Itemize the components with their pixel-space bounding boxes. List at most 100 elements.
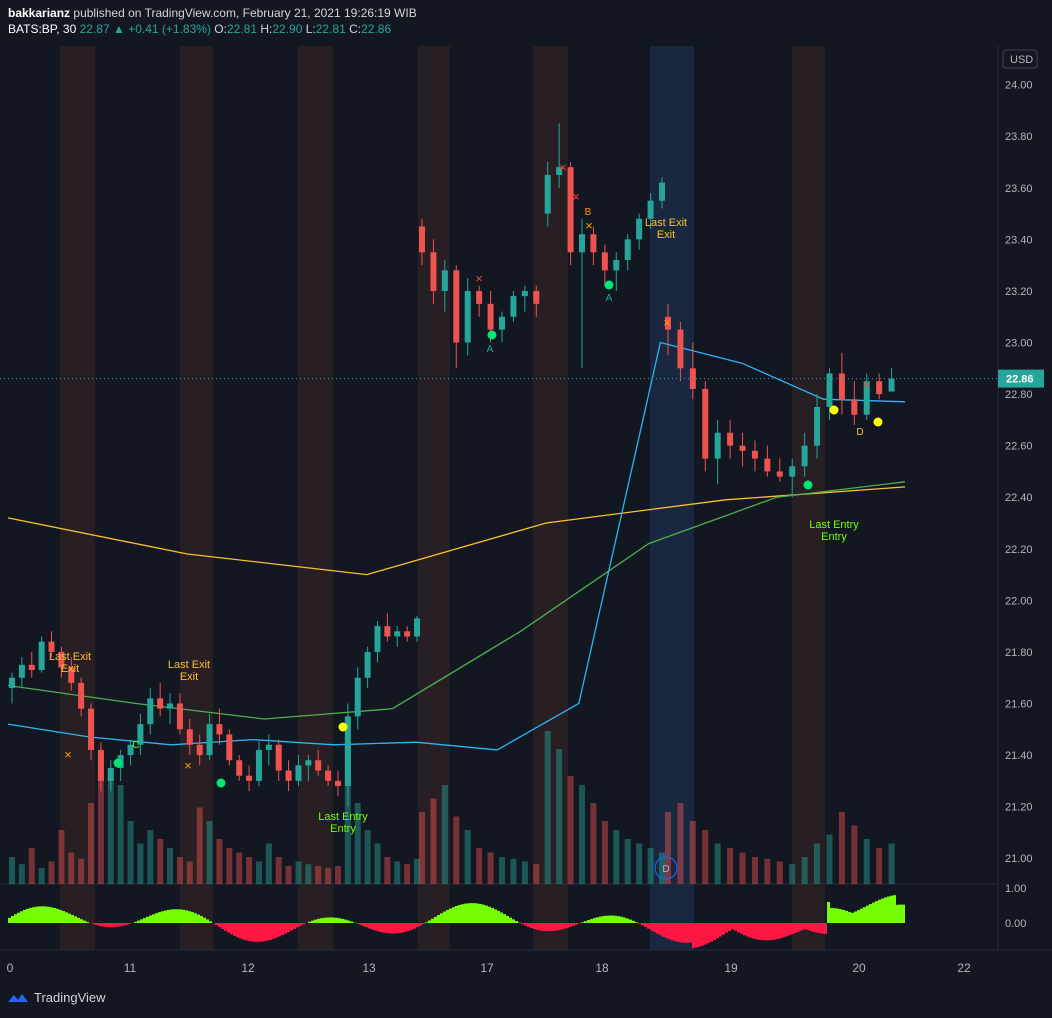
oscillator-bar (383, 923, 386, 933)
oscillator-bar (416, 923, 419, 928)
volume-bar (601, 821, 608, 884)
oscillator-bar (797, 923, 800, 932)
oscillator-bar (206, 919, 209, 923)
volume-bar (88, 803, 95, 884)
author[interactable]: bakkarianz (8, 6, 71, 20)
candle-body (374, 626, 381, 652)
oscillator-bar (692, 923, 695, 949)
oscillator-bar (554, 923, 557, 931)
candle-body (404, 631, 411, 637)
oscillator-bar (410, 923, 413, 930)
exit-cross: × (572, 189, 580, 204)
oscillator-bar (218, 923, 221, 927)
oscillator-bar (689, 923, 692, 943)
candle-body (325, 770, 332, 781)
tradingview-brand[interactable]: TradingView (6, 990, 106, 1005)
oscillator-bar (641, 923, 644, 926)
oscillator-bar (698, 923, 701, 947)
oscillator-bar (506, 915, 509, 923)
oscillator-bar (686, 923, 689, 943)
oscillator-bar (392, 923, 395, 934)
oscillator-bar (455, 905, 458, 923)
price-tick-label: 21.80 (1005, 647, 1033, 659)
oscillator-bar (776, 923, 779, 939)
volume-bar (414, 858, 420, 884)
volume-bar (499, 857, 505, 884)
oscillator-bar (791, 923, 794, 935)
oscillator-bar (407, 923, 410, 931)
symbol[interactable]: BATS:BP, 30 (8, 22, 77, 36)
oscillator-bar (656, 923, 659, 934)
oscillator-bar (581, 922, 584, 923)
oscillator-bar (479, 903, 482, 923)
volume-bar (851, 825, 858, 884)
candle-body (590, 234, 597, 253)
candle-body (285, 770, 292, 781)
oscillator-bar (341, 918, 344, 923)
oscillator-bar (14, 914, 17, 923)
candle-body (255, 749, 262, 781)
oscillator-bar (26, 908, 29, 923)
candle-body (702, 388, 709, 459)
oscillator-bar (11, 916, 14, 923)
oscillator-bar (812, 923, 815, 932)
oscillator-bar (623, 917, 626, 923)
oscillator-bar (611, 915, 614, 923)
trade-annotation: Exit (61, 663, 79, 675)
price-tick-label: 21.40 (1005, 750, 1033, 762)
oscillator-bar (140, 919, 143, 923)
low-label: L: (305, 22, 316, 36)
candle-body (863, 381, 870, 415)
oscillator-bar (299, 923, 302, 926)
volume-bar (265, 843, 272, 884)
oscillator-bar (830, 907, 833, 923)
oscillator-bar (569, 923, 572, 927)
candle-body (751, 450, 758, 459)
oscillator-bar (878, 899, 881, 923)
volume-bar (826, 834, 833, 884)
volume-bar (9, 857, 15, 884)
oscillator-bar (758, 923, 761, 940)
oscillator-bar (287, 923, 290, 933)
trade-annotation: Exit (180, 671, 198, 683)
candle-body (275, 744, 282, 771)
oscillator-bar (50, 907, 53, 923)
volume-bar (226, 848, 233, 884)
oscillator-bar (245, 923, 248, 941)
oscillator-bar (242, 923, 245, 940)
oscillator-bar (557, 923, 560, 931)
candle-body (636, 218, 643, 240)
volume-bar (613, 830, 620, 884)
oscillator-bar (437, 915, 440, 923)
oscillator-bar (509, 917, 512, 923)
candle-body (521, 290, 528, 297)
oscillator-bar (149, 915, 152, 923)
dividend-marker (654, 856, 678, 880)
oscillator-bar (329, 917, 332, 923)
tradingview-logo-icon (8, 993, 28, 1002)
signal-dot (829, 405, 839, 415)
volume-bar (579, 785, 585, 884)
price-change: +0.41 (+1.83%) (128, 22, 211, 36)
price-tick-label: 23.20 (1005, 286, 1033, 298)
oscillator-bar (401, 923, 404, 933)
oscillator-bar (257, 923, 260, 942)
ma-green-line (7, 481, 906, 720)
oscillator-bar (47, 906, 50, 923)
price-tick-label: 23.60 (1005, 183, 1033, 195)
open-value: 22.81 (226, 22, 257, 36)
candle-body (851, 399, 858, 415)
volume-bar (764, 858, 771, 884)
oscillator-bar (422, 923, 425, 925)
oscillator-bar (674, 923, 677, 942)
candle-body (147, 698, 154, 725)
volume-bar (888, 843, 895, 884)
oscillator-bar (533, 923, 536, 930)
time-tick-label: 17 (480, 961, 494, 975)
oscillator-bar (170, 909, 173, 923)
candle-body (394, 631, 401, 637)
time-tick-label: 22 (957, 961, 971, 975)
oscillator-bar (230, 923, 233, 935)
oscillator-bar (290, 923, 293, 931)
